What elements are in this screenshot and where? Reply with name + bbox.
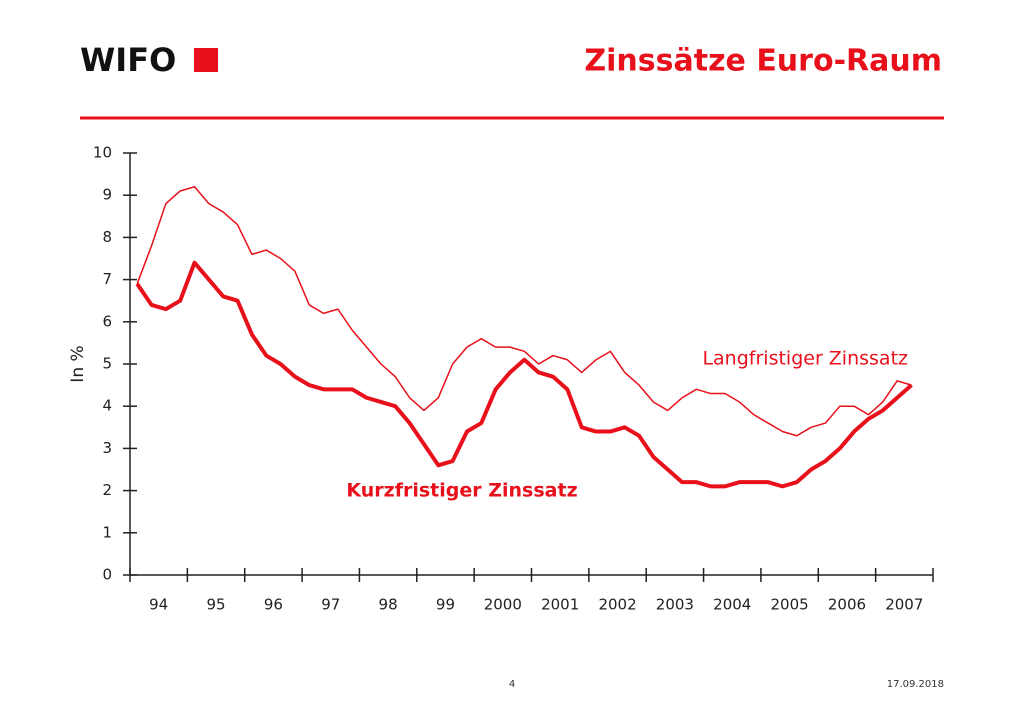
x-tick-label: 96: [264, 596, 283, 614]
chart-title: Zinssätze Euro-Raum: [584, 44, 942, 79]
x-tick-label: 2002: [598, 596, 636, 614]
page-number: 4: [509, 679, 515, 690]
series-label: Kurzfristiger Zinssatz: [346, 480, 577, 502]
y-tick-label: 3: [102, 439, 112, 457]
series-line: [136, 186, 912, 437]
y-tick-label: 6: [102, 312, 112, 330]
y-axis-label: In %: [68, 345, 88, 382]
x-tick-label: 2006: [828, 596, 866, 614]
y-tick-label: 8: [102, 228, 112, 246]
y-tick-label: 5: [102, 355, 112, 373]
x-tick-label: 97: [321, 596, 340, 614]
y-tick-label: 4: [102, 397, 112, 415]
series-line: [135, 260, 913, 489]
x-tick-label: 2000: [484, 596, 522, 614]
x-tick-label: 2007: [885, 596, 923, 614]
logo: WIFO: [80, 41, 176, 79]
y-tick-label: 10: [93, 144, 112, 162]
series-label: Langfristiger Zinssatz: [702, 348, 908, 370]
logo-square: [194, 48, 218, 72]
x-tick-label: 98: [379, 596, 398, 614]
y-tick-label: 9: [102, 186, 112, 204]
y-tick-label: 2: [102, 481, 112, 499]
x-tick-label: 2003: [656, 596, 694, 614]
x-tick-label: 99: [436, 596, 455, 614]
date: 17.09.2018: [887, 679, 944, 690]
x-tick-label: 2005: [771, 596, 809, 614]
x-tick-label: 94: [149, 596, 168, 614]
x-tick-label: 95: [206, 596, 225, 614]
x-tick-label: 2001: [541, 596, 579, 614]
x-tick-label: 2004: [713, 596, 751, 614]
y-tick-label: 1: [102, 523, 112, 541]
y-tick-label: 0: [102, 566, 112, 584]
y-tick-label: 7: [102, 270, 112, 288]
